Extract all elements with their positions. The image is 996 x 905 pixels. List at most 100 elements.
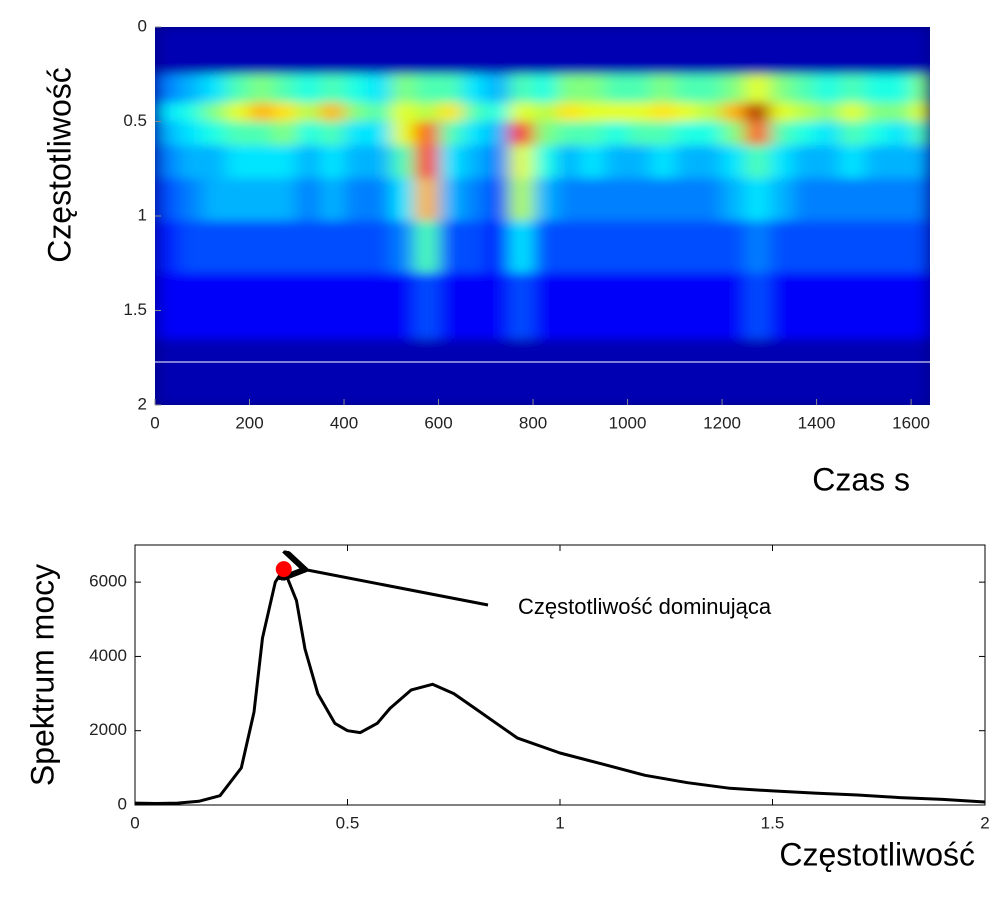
heat-cell [533,220,558,274]
heat-cell [816,121,841,146]
heat-cell [485,272,510,340]
heat-cell [533,145,558,179]
heat-cell [603,27,629,75]
annotation: Częstotliwość dominująca [518,594,772,619]
heat-cell [367,145,392,179]
x-tick-label: 400 [330,413,358,432]
heat-cell [698,27,723,75]
heat-cell [249,220,274,274]
heat-cell [745,74,770,104]
heat-cell [344,338,369,405]
line [134,567,986,805]
heat-cell [722,220,747,274]
heat-cell [414,178,440,222]
heat-cell [816,74,841,104]
heat-cell [722,338,747,405]
heat-cell [414,145,440,179]
heat-cell [249,27,274,75]
heat-cell [816,220,841,274]
heat-cell [225,121,251,146]
heat-cell [651,220,676,274]
heat-cell [344,178,369,222]
heat-cell [911,272,930,340]
heat-cell [769,272,794,340]
heat-cell [391,145,416,179]
annotation-arrow [302,569,489,607]
heat-cell [296,272,321,340]
heat-cell [627,27,652,75]
heat-cell [722,145,747,179]
heat-cell [225,220,251,274]
heat-cell [391,74,416,104]
heat-cell [816,145,841,179]
x-axis-label: Częstotliwość [779,836,975,872]
heat-cell [509,220,534,274]
heat-cell [887,74,912,104]
heat-cell [722,121,747,146]
heat-cell [863,145,888,179]
heat-cell [367,102,392,122]
heat-cell [674,121,699,146]
heat-cell [840,220,865,274]
heat-cell [273,27,298,75]
heat-cell [344,27,369,75]
heat-cell [202,178,227,222]
heat-cell [911,178,930,222]
heat-cell [367,338,392,405]
heat-cell [698,74,723,104]
heat-cell [178,178,203,222]
heat-cell [745,220,770,274]
heat-cell [627,102,652,122]
heat-cell [344,145,369,179]
plot-frame [134,544,986,806]
heat-cell [792,121,818,146]
y-tick-label: 2000 [89,720,127,739]
heat-cell [580,220,605,274]
heat-cell [509,272,534,340]
heat-cell [745,121,770,146]
heat-cell [391,338,416,405]
heat-cell [792,272,818,340]
heat-cell [344,121,369,146]
heat-cell [273,121,298,146]
heat-cell [391,220,416,274]
heat-cell [887,178,912,222]
heat-cell [509,27,534,75]
heat-cell [485,27,510,75]
heat-cell [603,338,629,405]
heat-cell [414,102,440,122]
heat-cell [556,27,581,75]
heat-cell [273,338,298,405]
heat-cell [178,121,203,146]
x-tick-label: 1.5 [761,813,785,832]
heat-cell [674,102,699,122]
x-tick-label: 1200 [703,413,741,432]
heat-cell [509,145,534,179]
heat-cell [155,121,180,146]
heat-cell [556,74,581,104]
heat-cell [485,145,510,179]
heat-cell [367,220,392,274]
heat-cell [273,220,298,274]
x-tick-label: 1400 [798,413,836,432]
heat-cell [887,121,912,146]
heat-cell [603,121,629,146]
heat-cell [155,178,180,222]
heat-cell [745,338,770,405]
heat-cell [651,178,676,222]
heat-cell [344,102,369,122]
heat-cell [296,178,321,222]
heat-cell [816,102,841,122]
heat-cell [414,338,440,405]
heat-cell [391,121,416,146]
heat-cell [911,27,930,75]
heat-cell [674,74,699,104]
heat-cell [320,102,345,122]
heat-cell [155,220,180,274]
heat-cell [462,338,487,405]
heat-cell [792,220,818,274]
heat-cell [249,338,274,405]
heat-cell [438,121,463,146]
heat-cell [603,74,629,104]
heat-cell [178,272,203,340]
